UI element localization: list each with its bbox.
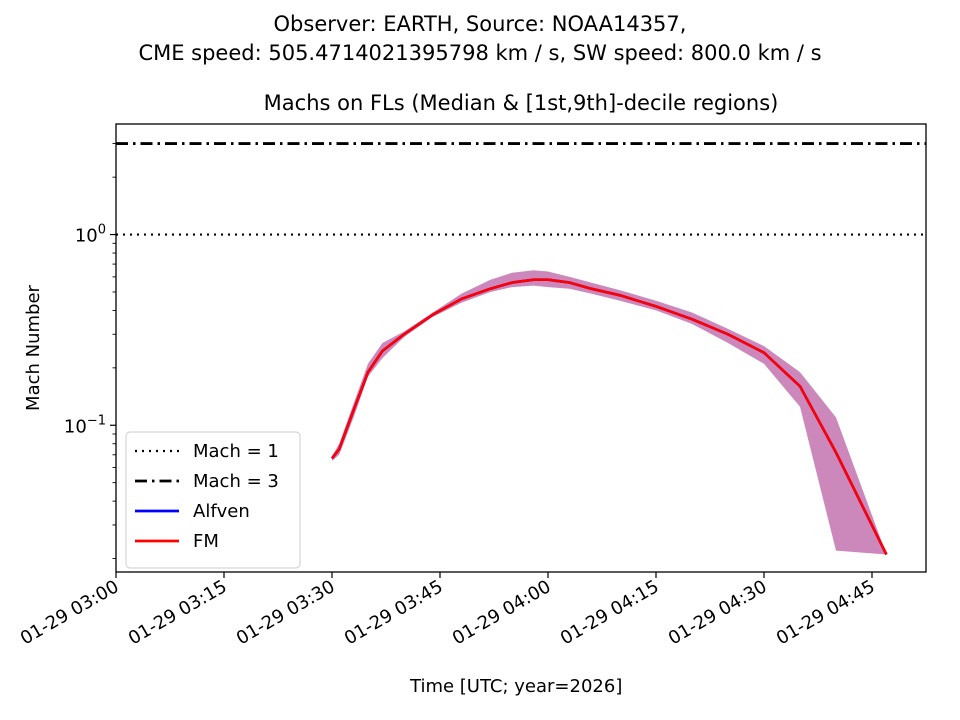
- legend-label: Alfven: [193, 501, 250, 522]
- plot-area-frame: [115, 123, 927, 573]
- x-tick-label: 01-29 03:45: [341, 576, 447, 649]
- y-axis-label: Mach Number: [23, 284, 44, 410]
- x-tick-label: 01-29 04:15: [557, 576, 663, 649]
- legend: Mach = 1 Mach = 3 Alfven FM: [125, 431, 301, 569]
- x-tick-label: 01-29 03:00: [17, 576, 123, 649]
- x-tick-label: 01-29 04:45: [773, 576, 879, 649]
- x-axis-label: Time [UTC; year=2026]: [409, 676, 622, 697]
- legend-label: FM: [193, 531, 219, 552]
- x-tick-label: 01-29 03:30: [233, 576, 339, 649]
- legend-label: Mach = 1: [193, 441, 279, 462]
- figure-suptitle-line1: Observer: EARTH, Source: NOAA14357,: [273, 12, 687, 36]
- y-tick-label: 100: [75, 223, 106, 247]
- legend-frame: [125, 431, 301, 569]
- figure-suptitle-line2: CME speed: 505.4714021395798 km / s, SW …: [138, 41, 822, 65]
- x-tick-label: 01-29 04:00: [449, 576, 555, 649]
- series-line-fm: [330, 278, 888, 556]
- legend-label: Mach = 3: [193, 471, 279, 492]
- decile-band: [332, 270, 887, 555]
- y-tick-label: 10−1: [64, 413, 106, 437]
- x-tick-label: 01-29 04:30: [665, 576, 771, 649]
- chart-title: Machs on FLs (Median & [1st,9th]-decile …: [263, 91, 779, 115]
- x-tick-label: 01-29 03:15: [125, 576, 231, 649]
